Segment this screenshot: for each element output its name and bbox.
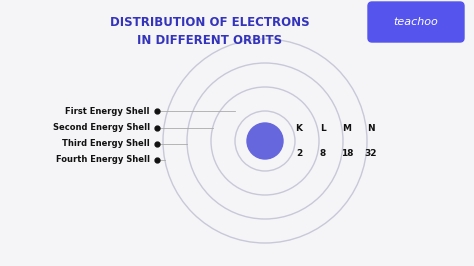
Text: DISTRIBUTION OF ELECTRONS: DISTRIBUTION OF ELECTRONS — [110, 16, 310, 29]
Text: 32: 32 — [365, 149, 377, 158]
Text: N: N — [367, 124, 375, 133]
Text: 2: 2 — [296, 149, 302, 158]
Text: teachoo: teachoo — [393, 17, 438, 27]
Text: Third Energy Shell: Third Energy Shell — [62, 139, 150, 148]
FancyBboxPatch shape — [368, 2, 464, 42]
Text: K: K — [295, 124, 302, 133]
Text: IN DIFFERENT ORBITS: IN DIFFERENT ORBITS — [137, 34, 283, 47]
Text: 8: 8 — [320, 149, 326, 158]
Text: First Energy Shell: First Energy Shell — [65, 106, 150, 115]
Text: Second Energy Shell: Second Energy Shell — [53, 123, 150, 132]
Text: L: L — [320, 124, 326, 133]
Text: Fourth Energy Shell: Fourth Energy Shell — [56, 156, 150, 164]
Text: M: M — [343, 124, 352, 133]
Text: 18: 18 — [341, 149, 353, 158]
Circle shape — [247, 123, 283, 159]
